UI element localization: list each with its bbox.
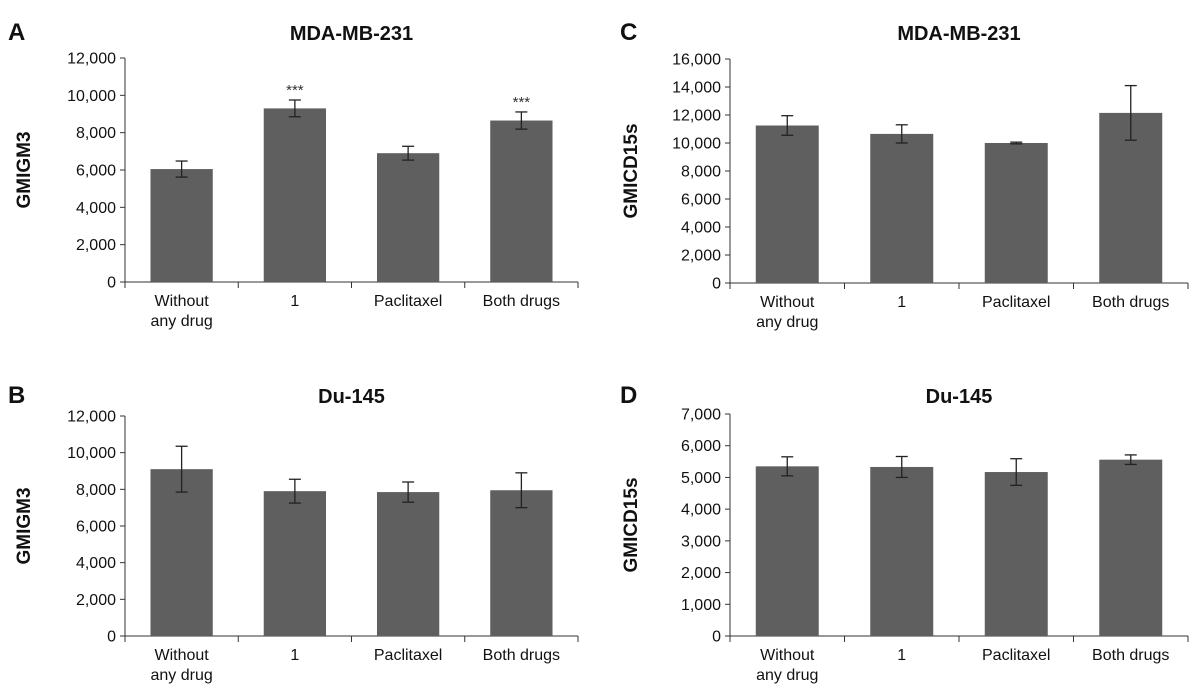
x-tick-label: Without: [760, 647, 815, 664]
y-tick-label: 12,000: [67, 51, 116, 68]
x-tick-label: Without: [155, 647, 210, 664]
y-tick-label: 12,000: [67, 409, 116, 426]
x-tick-label: any drug: [150, 667, 212, 684]
bar: [755, 466, 819, 636]
y-tick-label: 5,000: [681, 470, 721, 487]
y-tick-label: 2,000: [76, 592, 116, 609]
panel-letter: A: [8, 19, 25, 46]
bar: [490, 490, 553, 636]
chart-panel-d: D Du-145 GMICD15s 0 1,000 2,000 3,000 4,000 5,00…: [620, 382, 1189, 684]
x-tick-label: 1: [897, 647, 906, 664]
x-tick-label: Both drugs: [1092, 647, 1169, 664]
y-tick-label: 4,000: [681, 220, 721, 237]
panel-letter: B: [8, 382, 25, 409]
bar: [870, 133, 934, 283]
y-tick-label: 10,000: [67, 445, 116, 462]
chart-title: Du-145: [318, 386, 385, 408]
y-tick-label: 12,000: [672, 108, 721, 125]
significance-label: ***: [286, 82, 304, 99]
y-tick-label: 6,000: [76, 519, 116, 536]
y-tick-label: 8,000: [76, 482, 116, 499]
bar: [755, 125, 819, 283]
x-tick-label: Both drugs: [483, 293, 560, 310]
y-tick-label: 7,000: [681, 407, 721, 424]
x-tick-label: Both drugs: [483, 647, 560, 664]
x-tick-label: Without: [760, 294, 815, 311]
y-axis-label: GMICD15s: [621, 123, 642, 218]
x-tick-label: any drug: [756, 314, 818, 331]
x-tick-label: Paclitaxel: [374, 293, 442, 310]
y-tick-label: 14,000: [672, 80, 721, 97]
chart-panel-c: C MDA-MB-231 GMICD15s 0 2,000 4,000 6,000 8,000…: [620, 19, 1189, 331]
y-tick-label: 6,000: [76, 163, 116, 180]
chart-title: MDA-MB-231: [290, 23, 413, 45]
chart-title: MDA-MB-231: [897, 23, 1020, 45]
y-tick-label: 10,000: [67, 88, 116, 105]
y-tick-label: 0: [107, 275, 116, 292]
chart-title: Du-145: [926, 386, 993, 408]
x-tick-label: Paclitaxel: [374, 647, 442, 664]
panel-letter: D: [620, 382, 637, 409]
bar: [870, 466, 934, 636]
bar: [1099, 459, 1163, 636]
y-tick-label: 0: [712, 629, 721, 646]
panel-letter: C: [620, 19, 637, 46]
y-tick-label: 0: [712, 276, 721, 293]
bar: [490, 120, 553, 283]
y-tick-label: 4,000: [76, 555, 116, 572]
bar: [376, 153, 440, 282]
bar: [150, 169, 213, 282]
y-axis-label: GMIGM3: [14, 131, 35, 208]
bar: [263, 108, 327, 283]
y-tick-label: 3,000: [681, 533, 721, 550]
y-tick-label: 6,000: [681, 438, 721, 455]
y-tick-label: 10,000: [672, 136, 721, 153]
y-tick-label: 4,000: [76, 200, 116, 217]
significance-label: ***: [513, 94, 531, 111]
y-tick-label: 2,000: [681, 565, 721, 582]
bar: [984, 143, 1048, 283]
y-tick-label: 6,000: [681, 192, 721, 209]
bar: [376, 492, 440, 636]
y-tick-label: 16,000: [672, 52, 721, 69]
bar: [1099, 112, 1163, 284]
bar: [150, 469, 213, 636]
bar: [263, 491, 327, 636]
x-tick-label: 1: [897, 294, 906, 311]
x-tick-label: Without: [155, 293, 210, 310]
x-tick-label: Paclitaxel: [982, 294, 1050, 311]
y-tick-label: 2,000: [681, 248, 721, 265]
y-tick-label: 0: [107, 629, 116, 646]
y-tick-label: 2,000: [76, 237, 116, 254]
y-axis-label: GMIGM3: [14, 487, 35, 564]
x-tick-label: any drug: [150, 313, 212, 330]
y-tick-label: 4,000: [681, 502, 721, 519]
y-axis-label: GMICD15s: [621, 477, 642, 572]
x-tick-label: 1: [290, 647, 299, 664]
x-tick-label: Paclitaxel: [982, 647, 1050, 664]
x-tick-label: 1: [290, 293, 299, 310]
chart-panel-a: A MDA-MB-231 GMIGM3 0 2,000 4,000 6,000 8,000 10…: [8, 19, 579, 330]
x-tick-label: any drug: [756, 667, 818, 684]
y-tick-label: 8,000: [76, 125, 116, 142]
chart-panel-b: B Du-145 GMIGM3 0 2,000 4,000 6,000 8,000 10,000…: [8, 382, 579, 684]
y-tick-label: 1,000: [681, 597, 721, 614]
bar: [984, 472, 1048, 636]
x-tick-label: Both drugs: [1092, 294, 1169, 311]
y-tick-label: 8,000: [681, 164, 721, 181]
